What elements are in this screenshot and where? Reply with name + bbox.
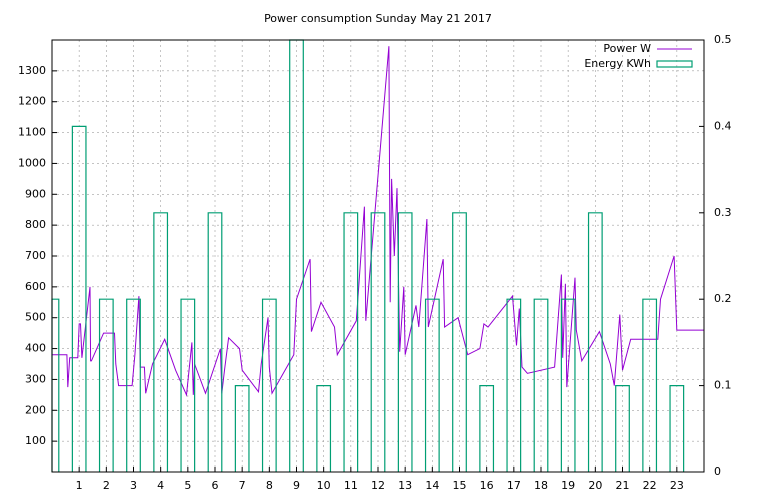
legend-label: Power W — [603, 42, 651, 55]
bar — [207, 212, 223, 472]
bar — [642, 298, 658, 472]
y-tick-label: 600 — [25, 280, 46, 293]
bar — [587, 212, 603, 472]
x-tick-label: 12 — [371, 479, 385, 492]
bar — [153, 212, 169, 472]
bar — [180, 298, 196, 472]
y-tick-label: 1000 — [18, 156, 46, 169]
bar — [343, 212, 359, 472]
bar — [316, 385, 332, 472]
y-tick-label: 400 — [25, 342, 46, 355]
power-line — [52, 46, 704, 397]
x-tick-label: 6 — [212, 479, 219, 492]
bar — [397, 212, 413, 472]
x-tick-label: 16 — [480, 479, 494, 492]
bar — [452, 212, 467, 472]
x-tick-label: 19 — [561, 479, 575, 492]
bar — [669, 385, 685, 472]
x-tick-label: 1 — [76, 479, 83, 492]
x-tick-label: 11 — [344, 479, 358, 492]
bar — [506, 298, 522, 472]
y-tick-label: 300 — [25, 372, 46, 385]
y2-tick-label: 0.4 — [714, 119, 732, 132]
x-tick-label: 4 — [157, 479, 164, 492]
bar — [533, 298, 549, 472]
bar — [98, 298, 114, 472]
y2-tick-label: 0.1 — [714, 379, 732, 392]
x-tick-label: 14 — [425, 479, 439, 492]
legend-swatch — [656, 60, 693, 68]
x-tick-label: 8 — [266, 479, 273, 492]
x-tick-label: 22 — [643, 479, 657, 492]
x-tick-label: 20 — [588, 479, 602, 492]
x-tick-label: 7 — [239, 479, 246, 492]
y-tick-label: 100 — [25, 434, 46, 447]
x-tick-label: 18 — [534, 479, 548, 492]
bar — [615, 385, 630, 472]
bar — [261, 298, 277, 472]
x-tick-label: 2 — [103, 479, 110, 492]
legend-label: Energy KWh — [584, 57, 651, 70]
y-tick-label: 1100 — [18, 126, 46, 139]
bar — [424, 298, 440, 472]
x-tick-label: 17 — [507, 479, 521, 492]
y-tick-label: 500 — [25, 311, 46, 324]
bar — [71, 125, 87, 472]
x-tick-label: 13 — [398, 479, 412, 492]
x-tick-label: 21 — [616, 479, 630, 492]
y2-tick-label: 0.2 — [714, 292, 732, 305]
bar — [126, 298, 141, 472]
bar — [479, 385, 495, 472]
y2-tick-label: 0.5 — [714, 33, 732, 46]
y-tick-label: 1200 — [18, 95, 46, 108]
y-tick-label: 900 — [25, 187, 46, 200]
bar — [51, 298, 60, 472]
chart-title: Power consumption Sunday May 21 2017 — [264, 12, 492, 25]
x-tick-label: 23 — [670, 479, 684, 492]
bar — [234, 385, 250, 472]
bar — [560, 298, 576, 472]
y2-tick-label: 0.3 — [714, 206, 732, 219]
plot-border — [51, 39, 705, 473]
y-tick-label: 700 — [25, 249, 46, 262]
x-tick-label: 5 — [184, 479, 191, 492]
x-tick-label: 9 — [293, 479, 300, 492]
x-tick-label: 10 — [317, 479, 331, 492]
y2-tick-label: 0 — [714, 465, 721, 478]
x-tick-label: 3 — [130, 479, 137, 492]
y-tick-label: 200 — [25, 403, 46, 416]
y-tick-label: 1300 — [18, 64, 46, 77]
x-tick-label: 15 — [453, 479, 467, 492]
bar — [370, 212, 386, 472]
y-tick-label: 800 — [25, 218, 46, 231]
